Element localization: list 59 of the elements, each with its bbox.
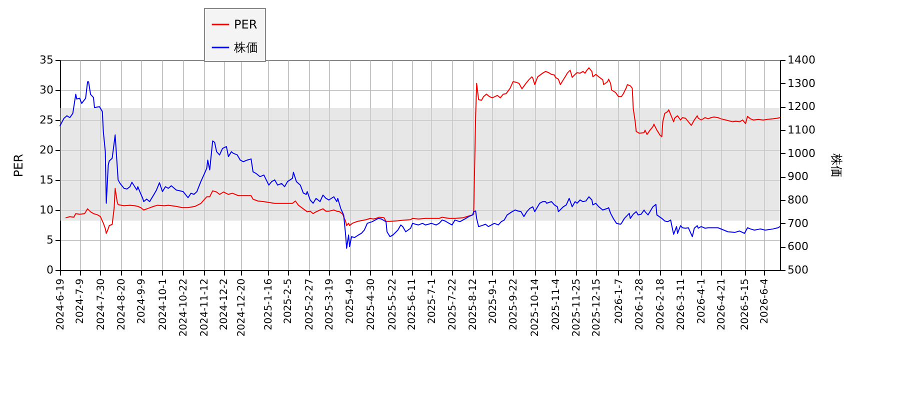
x-tick-label: 2024-12-2 xyxy=(219,278,230,330)
x-tick-label: 2024-9-9 xyxy=(136,278,148,324)
line-series xyxy=(60,81,780,249)
x-tick-label: 2024-12-20 xyxy=(236,278,248,337)
x-tick-label: 2025-9-22 xyxy=(508,278,520,330)
x-tick-label: 2025-5-22 xyxy=(387,278,398,330)
legend-label: 株価 xyxy=(233,40,258,54)
x-tick-label: 2024-7-30 xyxy=(96,278,107,330)
x-tick-label: 2024-11-12 xyxy=(199,278,210,337)
y-tick-label: 30 xyxy=(40,84,54,96)
y-tick-label: 15 xyxy=(40,174,54,186)
x-tick-label: 2026-3-11 xyxy=(676,278,688,330)
y2-tick-label: 1200 xyxy=(788,100,816,114)
x-tick-label: 2025-12-15 xyxy=(591,278,602,337)
x-tick-label: 2026-1-7 xyxy=(614,278,625,324)
x-tick-label: 2026-4-21 xyxy=(716,278,728,330)
x-tick-label: 2025-7-22 xyxy=(448,278,459,330)
x-tick-label: 2025-7-1 xyxy=(426,278,438,324)
x-tick-label: 2025-2-27 xyxy=(304,278,316,330)
x-tick-label: 2026-1-28 xyxy=(634,278,646,330)
x-tick-label: 2025-4-30 xyxy=(366,278,377,330)
y2-tick-label: 1400 xyxy=(788,54,816,66)
y-tick-label: 20 xyxy=(40,144,54,156)
x-tick-label: 2024-8-20 xyxy=(116,278,128,330)
x-tick-label: 2025-11-4 xyxy=(550,278,562,330)
y2-tick-label: 1100 xyxy=(788,124,816,136)
y2-axis-title: 株価 xyxy=(829,152,844,178)
x-tick-label: 2024-10-22 xyxy=(178,278,190,337)
x-tick-label: 2026-6-4 xyxy=(760,278,771,324)
x-tick-label: 2025-4-9 xyxy=(345,278,356,324)
x-tick-label: 2024-10-1 xyxy=(158,278,169,330)
line-series xyxy=(65,67,780,234)
x-tick-label: 2025-2-5 xyxy=(283,278,294,324)
x-tick-label: 2026-2-18 xyxy=(655,278,666,330)
y-tick-label: 35 xyxy=(40,54,54,66)
x-tick-label: 2026-4-1 xyxy=(696,278,708,324)
x-tick-label: 2024-7-9 xyxy=(75,278,86,324)
y-axis-title: PER xyxy=(12,154,26,178)
x-tick-label: 2025-10-14 xyxy=(530,278,542,337)
x-tick-label: 2025-8-12 xyxy=(468,278,480,330)
x-tick-label: 2025-11-25 xyxy=(572,278,583,337)
y-tick-label: 10 xyxy=(40,204,54,216)
y-tick-label: 5 xyxy=(46,234,54,246)
y2-tick-label: 1000 xyxy=(788,146,816,160)
x-tick-label: 2025-3-19 xyxy=(324,278,336,330)
x-tick-label: 2024-6-19 xyxy=(56,278,66,330)
legend-label: PER xyxy=(234,18,258,32)
y2-tick-label: 1300 xyxy=(788,76,816,90)
y2-tick-label: 800 xyxy=(788,194,808,206)
x-tick-label: 2025-1-16 xyxy=(263,278,274,330)
x-tick-label: 2025-9-1 xyxy=(488,278,499,324)
y-tick-label: 25 xyxy=(40,114,54,126)
y2-tick-label: 600 xyxy=(788,240,808,254)
y2-tick-label: 900 xyxy=(788,170,808,184)
y2-tick-label: 700 xyxy=(788,216,808,230)
y-tick-label: 0 xyxy=(46,264,54,276)
x-tick-label: 2025-6-11 xyxy=(407,278,418,330)
y2-tick-label: 500 xyxy=(788,264,808,276)
x-tick-label: 2026-5-15 xyxy=(740,278,752,330)
